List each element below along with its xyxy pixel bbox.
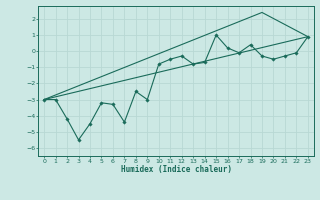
X-axis label: Humidex (Indice chaleur): Humidex (Indice chaleur) (121, 165, 231, 174)
